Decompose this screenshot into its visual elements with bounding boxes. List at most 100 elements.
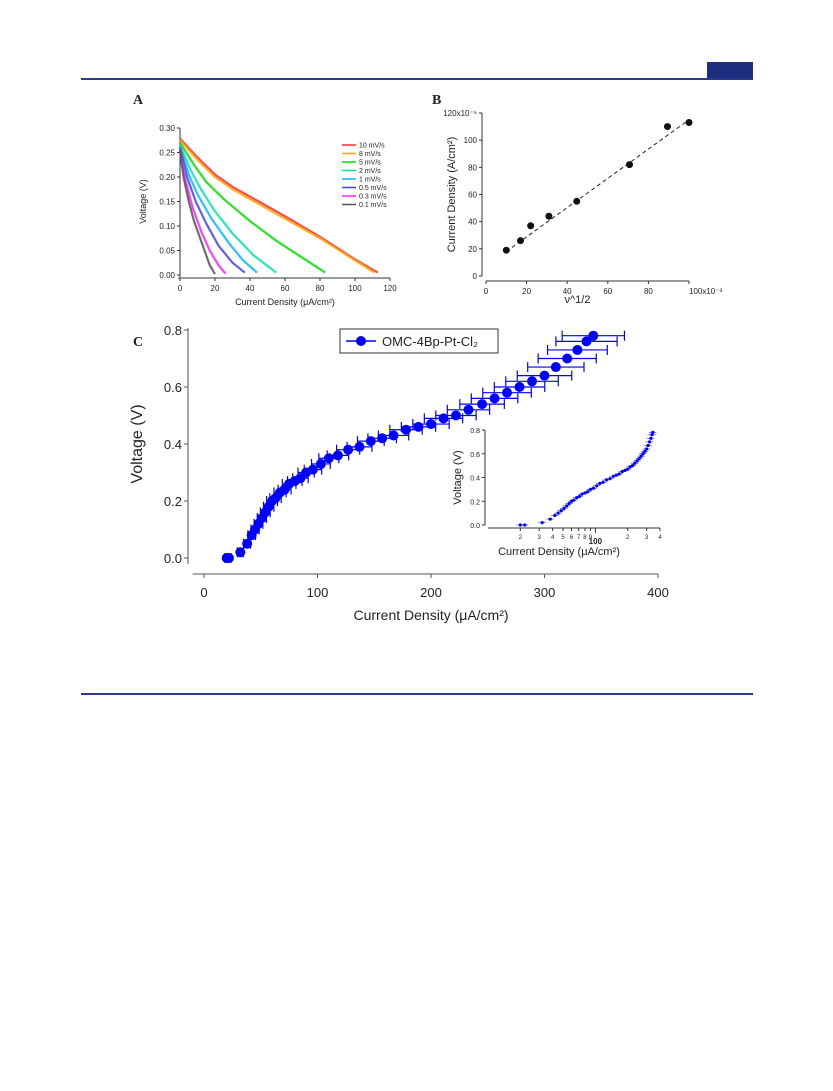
inset-x-tick-label: 2 xyxy=(626,535,630,541)
inset-data-point xyxy=(559,509,563,513)
inset-data-point xyxy=(608,477,612,481)
c-y-tick-label: 0.6 xyxy=(164,380,182,395)
a-legend-label: 1 mV/s xyxy=(359,177,381,184)
b-data-point xyxy=(573,197,581,205)
b-x-tick-label: 40 xyxy=(563,287,572,296)
inset-data-point xyxy=(553,513,557,518)
c-x-tick-label: 100 xyxy=(307,585,329,600)
b-y-tick-label: 0 xyxy=(473,272,478,281)
c-y-axis-label: Voltage (V) xyxy=(129,404,146,483)
inset-data-point xyxy=(651,430,655,434)
c-data-point xyxy=(477,399,488,410)
b-y-tick-label: 20 xyxy=(468,245,477,254)
c-legend-label: OMC-4Bp-Pt-Cl₂ xyxy=(382,334,478,349)
c-x-tick-label: 0 xyxy=(200,585,207,600)
inset-y-tick-label: 0.4 xyxy=(470,476,480,483)
inset-x-tick-label: 4 xyxy=(551,535,555,541)
a-legend-label: 10 mV/s xyxy=(359,143,385,150)
inset-data-point xyxy=(586,490,590,494)
page-tab xyxy=(707,62,753,78)
a-legend-label: 0.3 mV/s xyxy=(359,194,387,201)
a-legend-label: 5 mV/s xyxy=(359,160,381,167)
b-data-point xyxy=(685,119,693,127)
a-x-tick-label: 60 xyxy=(281,284,290,293)
b-x-axis-label: ν^1/2 xyxy=(565,294,591,306)
inset-data-point xyxy=(611,474,615,478)
a-legend-label: 0.1 mV/s xyxy=(359,202,387,209)
c-data-point xyxy=(514,382,525,392)
c-data-point xyxy=(223,553,234,563)
a-y-tick-label: 0.25 xyxy=(159,149,175,158)
inset-data-point xyxy=(628,465,632,469)
b-y-tick-label: 40 xyxy=(468,218,477,227)
c-data-point xyxy=(438,413,449,424)
a-y-tick-label: 0.15 xyxy=(159,198,175,207)
inset-data-point xyxy=(580,492,584,496)
c-data-point xyxy=(388,430,399,441)
a-y-tick-label: 0.05 xyxy=(159,247,175,256)
a-x-tick-label: 0 xyxy=(178,284,183,293)
inset-x-tick-label: 100 xyxy=(589,537,603,546)
c-data-point xyxy=(463,404,474,415)
inset-data-point xyxy=(588,487,593,491)
c-data-point xyxy=(562,353,573,364)
b-y-tick-label: 120x10⁻⁶ xyxy=(443,109,477,118)
a-x-tick-label: 40 xyxy=(246,284,255,293)
panel-label-b: B xyxy=(432,93,441,108)
inset-data-point xyxy=(620,469,624,474)
a-x-tick-label: 100 xyxy=(348,284,362,293)
inset-data-point xyxy=(637,456,641,461)
inset-data-point xyxy=(641,452,645,456)
inset-data-point xyxy=(518,523,522,527)
inset-y-tick-label: 0.6 xyxy=(470,452,480,459)
a-series-line xyxy=(179,139,375,274)
c-data-point xyxy=(332,450,343,461)
b-data-point xyxy=(545,212,553,220)
inset-x-tick-label: 5 xyxy=(561,535,565,541)
b-y-tick-label: 60 xyxy=(468,191,477,200)
a-legend-label: 2 mV/s xyxy=(359,168,381,175)
c-data-point xyxy=(413,421,424,432)
c-data-point xyxy=(315,458,326,469)
c-data-point xyxy=(307,464,318,475)
a-series-line xyxy=(178,146,258,274)
a-y-axis-label: Voltage (V) xyxy=(138,179,148,224)
b-x-tick-label: 0 xyxy=(484,287,489,296)
inset-data-point xyxy=(556,511,560,515)
b-data-point xyxy=(502,246,510,254)
c-data-point xyxy=(588,330,599,341)
inset-x-tick-label: 3 xyxy=(645,535,649,541)
b-data-point xyxy=(663,123,671,131)
inset-x-tick-label: 9 xyxy=(589,535,593,541)
c-data-point xyxy=(581,336,592,347)
inset-y-tick-label: 0.0 xyxy=(470,523,480,530)
c-data-point xyxy=(550,362,561,373)
inset-data-point xyxy=(635,459,639,463)
inset-data-point xyxy=(567,502,571,506)
inset-data-point xyxy=(577,494,581,499)
b-x-tick-label: 20 xyxy=(522,287,531,296)
inset-data-point xyxy=(644,447,649,451)
c-data-point xyxy=(343,444,354,455)
inset-data-point xyxy=(646,443,650,448)
c-x-axis-label: Current Density (μA/cm²) xyxy=(353,607,508,623)
c-data-point xyxy=(502,387,513,398)
c-data-point xyxy=(572,344,583,355)
bottom-rule xyxy=(81,693,753,695)
inset-data-point xyxy=(562,506,566,510)
c-data-point xyxy=(242,538,253,549)
panel-label-a: A xyxy=(133,93,144,108)
inset-data-point xyxy=(643,449,647,453)
a-legend-label: 0.5 mV/s xyxy=(359,185,387,192)
a-x-axis-label: Current Density (μA/cm²) xyxy=(235,297,335,307)
c-y-tick-label: 0.8 xyxy=(164,323,182,338)
a-legend-label: 8 mV/s xyxy=(359,151,381,158)
a-series-line xyxy=(178,147,246,274)
inset-x-tick-label: 2 xyxy=(519,535,523,541)
b-data-point xyxy=(527,222,535,230)
inset-x-tick-label: 6 xyxy=(570,535,574,541)
a-y-tick-label: 0.00 xyxy=(159,271,175,280)
c-x-tick-label: 400 xyxy=(647,585,669,600)
